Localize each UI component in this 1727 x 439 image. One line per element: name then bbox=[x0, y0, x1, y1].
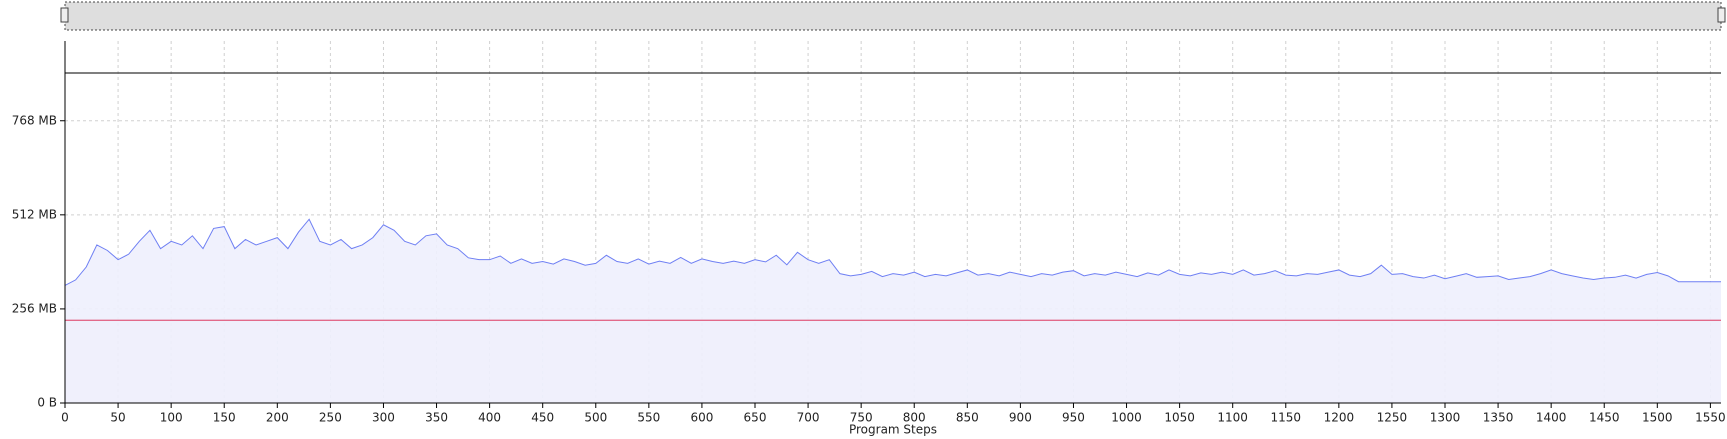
y-tick-label: 512 MB bbox=[12, 207, 57, 221]
x-tick-label: 1550 bbox=[1695, 411, 1726, 425]
x-tick-label: 1450 bbox=[1589, 411, 1620, 425]
x-tick-label: 1350 bbox=[1483, 411, 1514, 425]
x-tick-label: 350 bbox=[425, 411, 448, 425]
x-tick-label: 850 bbox=[956, 411, 979, 425]
x-tick-label: 400 bbox=[478, 411, 501, 425]
x-tick-label: 1250 bbox=[1377, 411, 1408, 425]
x-tick-label: 1400 bbox=[1536, 411, 1567, 425]
y-tick-label: 768 MB bbox=[12, 113, 57, 127]
x-tick-label: 1100 bbox=[1217, 411, 1248, 425]
x-tick-label: 600 bbox=[690, 411, 713, 425]
brush-handle[interactable] bbox=[60, 7, 69, 23]
x-tick-label: 650 bbox=[744, 411, 767, 425]
x-tick-label: 1200 bbox=[1324, 411, 1355, 425]
x-tick-label: 0 bbox=[61, 411, 69, 425]
x-tick-label: 450 bbox=[531, 411, 554, 425]
x-tick-label: 1300 bbox=[1430, 411, 1461, 425]
x-tick-label: 500 bbox=[584, 411, 607, 425]
x-tick-label: 800 bbox=[903, 411, 926, 425]
x-tick-label: 1500 bbox=[1642, 411, 1673, 425]
x-tick-label: 700 bbox=[797, 411, 820, 425]
x-tick-label: 100 bbox=[160, 411, 183, 425]
x-tick-label: 950 bbox=[1062, 411, 1085, 425]
y-tick-label: 256 MB bbox=[12, 301, 57, 315]
y-tick-label: 0 B bbox=[37, 396, 57, 410]
x-tick-label: 750 bbox=[850, 411, 873, 425]
x-tick-label: 200 bbox=[266, 411, 289, 425]
x-tick-label: 1050 bbox=[1164, 411, 1195, 425]
series-line bbox=[64, 218, 1721, 286]
x-tick-label: 900 bbox=[1009, 411, 1032, 425]
x-axis-title: Program Steps bbox=[849, 423, 937, 437]
brush-handle[interactable] bbox=[1717, 7, 1726, 23]
x-tick-label: 250 bbox=[319, 411, 342, 425]
range-brush[interactable] bbox=[64, 1, 1722, 31]
x-tick-label: 50 bbox=[110, 411, 125, 425]
x-tick-label: 550 bbox=[637, 411, 660, 425]
x-tick-label: 1150 bbox=[1270, 411, 1301, 425]
series-area bbox=[65, 219, 1721, 403]
x-tick-label: 1000 bbox=[1111, 411, 1142, 425]
x-tick-label: 300 bbox=[372, 411, 395, 425]
x-tick-label: 150 bbox=[213, 411, 236, 425]
